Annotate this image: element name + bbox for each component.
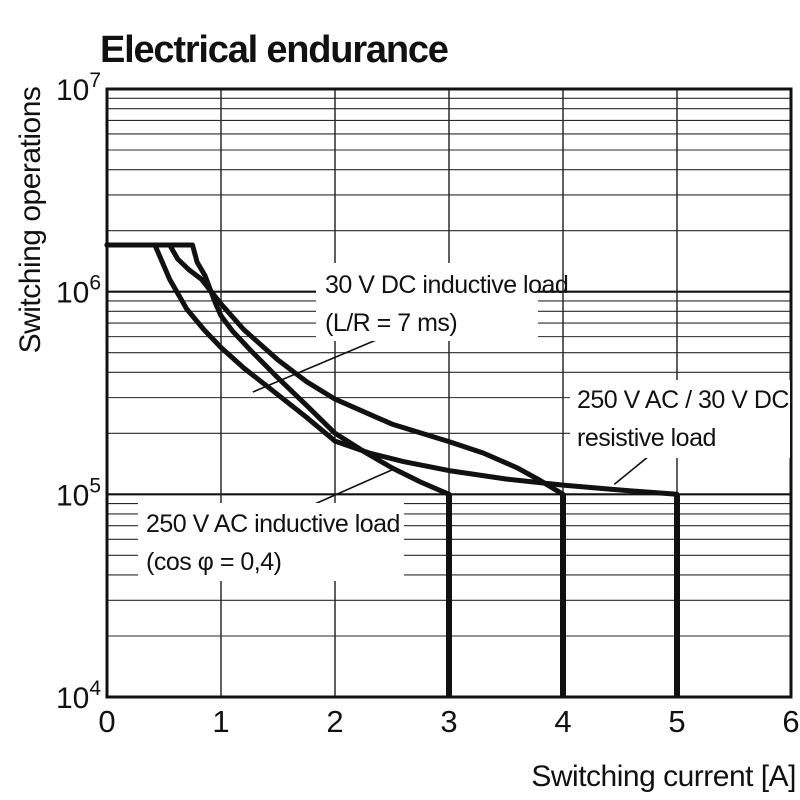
y-tick-label: 107 <box>56 69 101 107</box>
plot-area: 30 V DC inductive load (L/R = 7 ms) 250 V … <box>56 69 800 739</box>
annotation-text-dc-inductive: (L/R = 7 ms) <box>325 309 457 337</box>
annotation-text-ac-inductive: 250 V AC inductive load <box>146 510 400 538</box>
annotation-text-resistive: 250 V AC / 30 V DC <box>577 386 789 414</box>
y-tick-label: 105 <box>56 474 101 512</box>
y-tick-label: 106 <box>56 272 101 310</box>
y-axis-label: Switching operations <box>14 87 47 354</box>
curve-series-1 <box>104 242 566 497</box>
annotation-leader-ac-inductive <box>313 469 393 506</box>
x-tick-label: 2 <box>326 704 343 739</box>
annotation-leader-dc-inductive <box>252 337 381 393</box>
x-tick-label: 4 <box>554 704 571 739</box>
x-tick-label: 6 <box>782 704 799 739</box>
annotation-text-ac-inductive: (cos φ = 0,4) <box>146 548 281 576</box>
x-tick-label: 0 <box>98 704 115 739</box>
x-tick-label: 3 <box>440 704 457 739</box>
x-tick-label: 1 <box>212 704 229 739</box>
x-axis-label: Switching current [A] <box>531 760 796 793</box>
annotation-box-resistive <box>570 380 790 458</box>
curve-series-2 <box>104 242 452 497</box>
x-tick-label: 5 <box>668 704 685 739</box>
chart-title: Electrical endurance <box>100 29 448 71</box>
curve-series-0 <box>104 242 680 497</box>
annotation-text-dc-inductive: 30 V DC inductive load <box>325 271 568 299</box>
annotation-box-ac-inductive <box>138 503 404 581</box>
annotation-box-dc-inductive <box>316 263 538 341</box>
y-tick-label: 104 <box>56 677 101 715</box>
annotation-text-resistive: resistive load <box>577 424 716 452</box>
